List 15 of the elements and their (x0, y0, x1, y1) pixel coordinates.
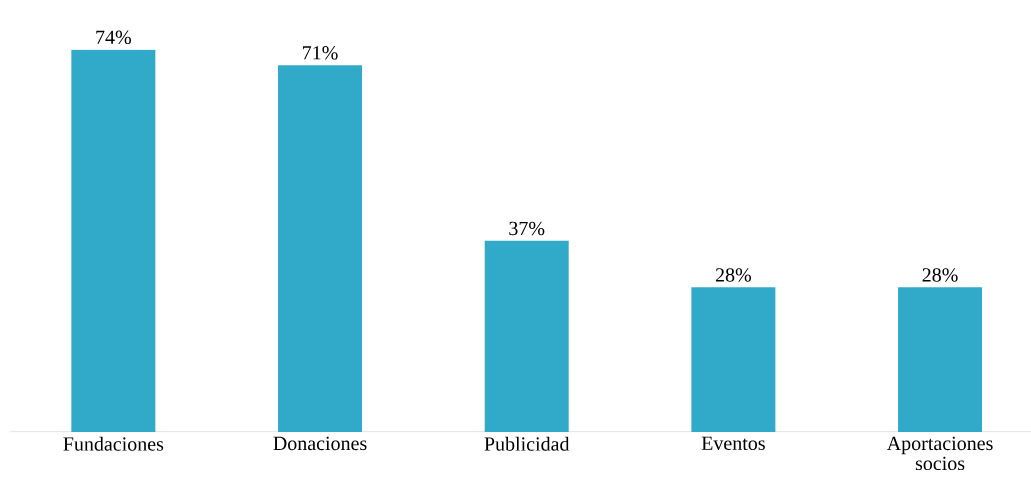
data-label: 28% (715, 268, 752, 282)
data-label: 28% (922, 268, 958, 282)
bar (691, 287, 776, 432)
data-label: 71% (303, 46, 338, 60)
x-tick-label: Aportaciones socios (886, 436, 993, 471)
x-tick-label: Donaciones (273, 436, 367, 451)
x-tick-label: Eventos (701, 436, 765, 450)
bar (484, 240, 569, 432)
data-label: 74% (96, 30, 131, 45)
bar (898, 287, 983, 432)
bar (278, 65, 363, 432)
x-tick-label: Publicidad (484, 436, 570, 451)
bar (71, 49, 156, 432)
data-label: 37% (509, 221, 545, 236)
x-tick-label: Fundaciones (63, 436, 164, 451)
